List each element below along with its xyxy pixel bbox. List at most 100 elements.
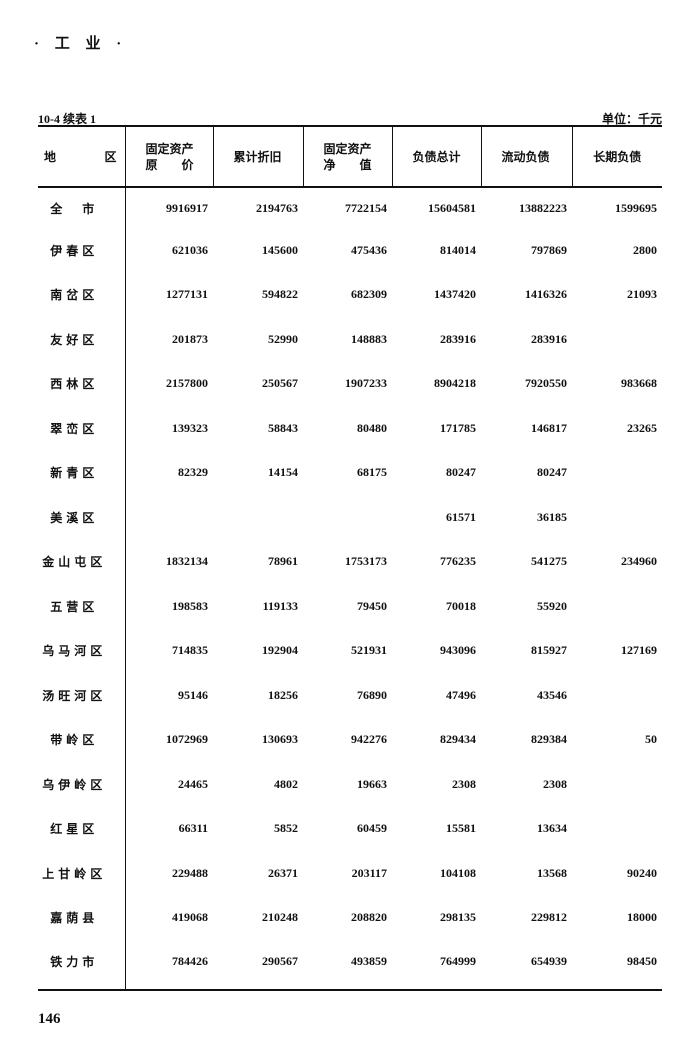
value-cell: 24465 <box>178 776 208 791</box>
value-cell: 234960 <box>621 554 657 569</box>
value-cell: 2157800 <box>166 376 208 391</box>
value-cell: 8904218 <box>434 376 476 391</box>
table-unit: 单位：千元 <box>601 112 662 126</box>
page-number: 146 <box>38 1011 61 1027</box>
value-cell: 776235 <box>440 554 476 569</box>
value-cell: 145600 <box>262 242 298 257</box>
table-row: 新青区 82329 14154 68175 80247 80247 <box>38 455 662 501</box>
column-header-region: 地区 <box>44 149 117 164</box>
value-cell: 36185 <box>537 509 567 524</box>
value-cell <box>572 678 662 723</box>
region-cell: 汤旺河区 <box>38 678 126 723</box>
value-cell: 714835 <box>172 643 208 658</box>
value-cell: 68175 <box>357 465 387 480</box>
value-cell: 61571 <box>446 509 476 524</box>
value-cell: 13882223 <box>519 201 567 215</box>
value-cell: 210248 <box>262 910 298 925</box>
region-cell: 嘉荫县 <box>38 900 126 945</box>
value-cell: 654939 <box>531 954 567 969</box>
value-cell: 82329 <box>178 465 208 480</box>
value-cell: 1599695 <box>615 201 657 215</box>
value-cell: 21093 <box>627 287 657 302</box>
value-cell: 104108 <box>440 865 476 880</box>
value-cell: 13634 <box>537 821 567 836</box>
value-cell: 203117 <box>351 865 387 880</box>
region-cell: 全 市 <box>38 187 126 233</box>
column-header-fixed-asset-original: 固定资产原 价 <box>124 126 213 187</box>
value-cell: 148883 <box>351 331 387 346</box>
value-cell: 80247 <box>537 465 567 480</box>
value-cell: 283916 <box>440 331 476 346</box>
value-cell: 19663 <box>357 776 387 791</box>
table-row: 嘉荫县 419068 210248 208820 298135 229812 18000 <box>38 900 662 945</box>
value-cell: 298135 <box>440 910 476 925</box>
table-row: 汤旺河区 95146 18256 76890 47496 43546 <box>38 678 662 723</box>
value-cell <box>572 589 662 634</box>
value-cell: 290567 <box>262 954 298 969</box>
table-row: 红星区 66311 5852 60459 15581 13634 <box>38 811 662 857</box>
value-cell: 127169 <box>621 643 657 658</box>
table-row: 南岔区 1277131 594822 682309 1437420 1416326 2109… <box>38 277 662 322</box>
region-cell: 带岭区 <box>38 722 126 767</box>
value-cell <box>213 500 303 545</box>
value-cell: 47496 <box>446 687 476 702</box>
value-cell: 52990 <box>268 331 298 346</box>
table-row: 伊春区 621036 145600 475436 814014 797869 2800 <box>38 233 662 278</box>
value-cell <box>303 500 392 545</box>
value-cell: 475436 <box>351 242 387 257</box>
region-cell: 乌伊岭区 <box>38 767 126 812</box>
value-cell: 70018 <box>446 598 476 613</box>
value-cell <box>572 500 662 545</box>
column-header-fixed-asset-net: 固定资产净 值 <box>302 126 392 187</box>
table-row: 金山屯区 1832134 78961 1753173 776235 541275 23496… <box>38 544 662 589</box>
header-row: 地区 固定资产原 价 累计折旧 固定资产净 值 负债总计 流动负债 长期负债 <box>38 126 662 187</box>
data-table: 地区 固定资产原 价 累计折旧 固定资产净 值 负债总计 流动负债 长期负债 全… <box>38 125 662 991</box>
table-row: 上甘岭区 229488 26371 203117 104108 13568 90240 <box>38 856 662 901</box>
value-cell: 829384 <box>531 732 567 747</box>
value-cell: 1832134 <box>166 554 208 569</box>
value-cell: 7920550 <box>525 376 567 391</box>
value-cell: 594822 <box>262 287 298 302</box>
value-cell: 80480 <box>357 420 387 435</box>
value-cell: 95146 <box>178 687 208 702</box>
table-caption: 10-4 续表 1 单位：千元 <box>38 110 662 127</box>
value-cell: 2308 <box>452 776 476 791</box>
value-cell: 76890 <box>357 687 387 702</box>
table-row: 乌伊岭区 24465 4802 19663 2308 2308 <box>38 767 662 812</box>
value-cell: 130693 <box>262 732 298 747</box>
table-row: 铁力市 784426 290567 493859 764999 654939 98450 <box>38 945 662 990</box>
value-cell: 815927 <box>531 643 567 658</box>
value-cell: 942276 <box>351 732 387 747</box>
value-cell: 943096 <box>440 643 476 658</box>
value-cell: 419068 <box>172 910 208 925</box>
region-cell: 上甘岭区 <box>38 856 126 901</box>
value-cell <box>572 812 662 857</box>
table-row: 美溪区 61571 36185 <box>38 500 662 545</box>
region-cell: 新青区 <box>38 455 126 500</box>
column-header-accumulated-depreciation: 累计折旧 <box>212 126 303 187</box>
value-cell: 229812 <box>531 910 567 925</box>
value-cell: 829434 <box>440 732 476 747</box>
table-number: 10-4 续表 1 <box>38 112 96 126</box>
value-cell: 98450 <box>627 954 657 969</box>
region-cell: 金山屯区 <box>38 544 126 589</box>
running-header: · 工 业 · <box>34 36 128 52</box>
value-cell: 139323 <box>172 420 208 435</box>
value-cell: 1277131 <box>166 287 208 302</box>
value-cell: 250567 <box>262 376 298 391</box>
value-cell: 7722154 <box>345 201 387 215</box>
value-cell: 23265 <box>627 420 657 435</box>
value-cell: 764999 <box>440 954 476 969</box>
value-cell: 192904 <box>262 643 298 658</box>
value-cell: 9916917 <box>166 201 208 215</box>
value-cell: 78961 <box>268 554 298 569</box>
value-cell: 146817 <box>531 420 567 435</box>
value-cell: 1072969 <box>166 732 208 747</box>
column-header-long-term-liabilities: 长期负债 <box>571 126 662 187</box>
value-cell: 80247 <box>446 465 476 480</box>
value-cell: 60459 <box>357 821 387 836</box>
value-cell <box>572 456 662 501</box>
value-cell: 493859 <box>351 954 387 969</box>
value-cell: 682309 <box>351 287 387 302</box>
region-cell: 西林区 <box>38 366 126 411</box>
